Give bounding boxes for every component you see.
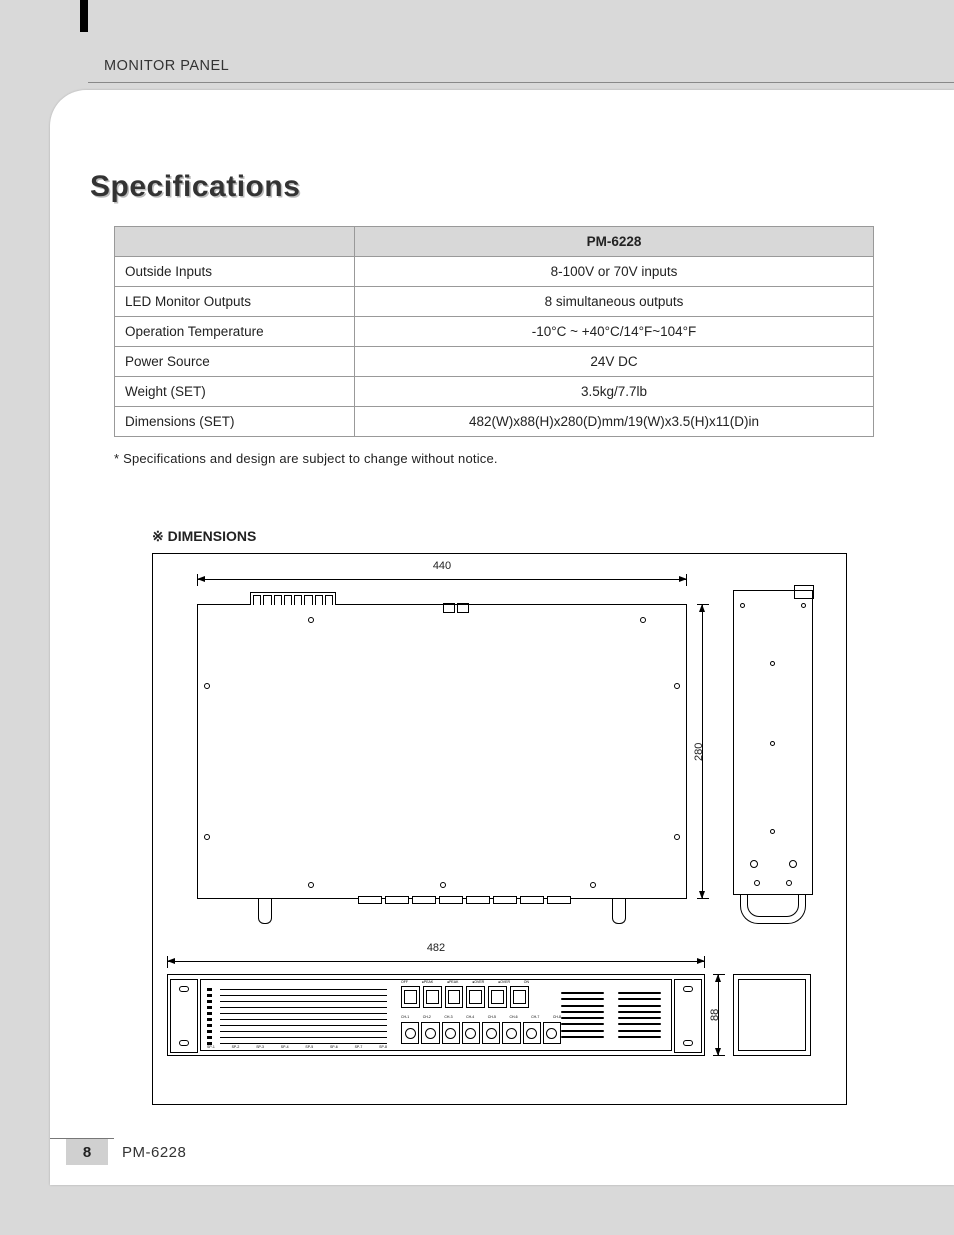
table-row: Operation Temperature -10°C ~ +40°C/14°F… [115, 317, 874, 347]
screw-icon [770, 829, 775, 834]
row-label: Operation Temperature [115, 317, 355, 347]
row-value: 8 simultaneous outputs [355, 287, 874, 317]
side-buttons [734, 860, 812, 868]
table-row: Power Source 24V DC [115, 347, 874, 377]
row-value: 482(W)x88(H)x280(D)mm/19(W)x3.5(H)x11(D)… [355, 407, 874, 437]
front-view: OFF ●PEAK ●PEAK ●OVER ●OVER ON CH-1 [167, 974, 705, 1056]
top-view [197, 604, 687, 899]
table-corner-cell [115, 227, 355, 257]
spec-footnote: * Specifications and design are subject … [114, 451, 924, 466]
page-paper: Specifications PM-6228 Outside Inputs 8-… [50, 90, 954, 1185]
content-area: Specifications PM-6228 Outside Inputs 8-… [90, 170, 924, 1155]
rack-ear-right [674, 979, 702, 1053]
screw-icon [590, 882, 596, 888]
screw-icon [204, 683, 210, 689]
sp-labels: SP-1 SP-2 SP-3 SP-4 SP-5 SP-6 SP-7 SP-8 [207, 1046, 387, 1050]
row-value: 8-100V or 70V inputs [355, 257, 874, 287]
dim-width-front: 482 [167, 956, 705, 968]
table-row: Weight (SET) 3.5kg/7.7lb [115, 377, 874, 407]
screw-icon [674, 683, 680, 689]
table-row: Dimensions (SET) 482(W)x88(H)x280(D)mm/1… [115, 407, 874, 437]
section-header: MONITOR PANEL [104, 58, 229, 74]
screw-icon [740, 603, 745, 608]
bottom-connectors [358, 896, 571, 904]
dims-prefix: ※ [152, 528, 164, 544]
dims-heading-text: DIMENSIONS [168, 528, 257, 544]
page-title: Specifications [90, 170, 924, 204]
screw-icon [801, 603, 806, 608]
row-label: Dimensions (SET) [115, 407, 355, 437]
vent-grille [561, 990, 661, 1040]
side-profile-front [733, 974, 811, 1056]
table-header-row: PM-6228 [115, 227, 874, 257]
row-label: Weight (SET) [115, 377, 355, 407]
dim-width-top-label: 440 [197, 560, 687, 572]
model-header: PM-6228 [355, 227, 874, 257]
row-label: Outside Inputs [115, 257, 355, 287]
screw-icon [308, 882, 314, 888]
dim-width-top: 440 [197, 574, 687, 586]
page-number: 8 [66, 1139, 108, 1165]
screw-icon [640, 617, 646, 623]
row-value: 24V DC [355, 347, 874, 377]
spec-table: PM-6228 Outside Inputs 8-100V or 70V inp… [114, 226, 874, 437]
screw-icon [770, 741, 775, 746]
knob-labels: CH-1 CH-2 CH-3 CH-4 CH-5 CH-6 CH-7 CH-8 [401, 1016, 561, 1020]
dim-depth-label: 280 [693, 604, 705, 899]
screw-icon [308, 617, 314, 623]
table-row: LED Monitor Outputs 8 simultaneous outpu… [115, 287, 874, 317]
dimensions-heading: ※ DIMENSIONS [152, 528, 924, 545]
dim-height: 88 [713, 974, 725, 1056]
top-ports [443, 600, 475, 614]
front-body: OFF ●PEAK ●PEAK ●OVER ●OVER ON CH-1 [200, 979, 672, 1051]
side-view [733, 590, 813, 895]
screw-icon [674, 834, 680, 840]
dimensions-drawing: 440 [152, 553, 847, 1105]
dim-depth: 280 [697, 604, 709, 899]
table-row: Outside Inputs 8-100V or 70V inputs [115, 257, 874, 287]
dim-height-label: 88 [709, 974, 721, 1056]
row-value: 3.5kg/7.7lb [355, 377, 874, 407]
page-footer: 8 PM-6228 [50, 1139, 186, 1165]
front-view-wrap: OFF ●PEAK ●PEAK ●OVER ●OVER ON CH-1 [167, 974, 705, 1056]
rack-ear-left [170, 979, 198, 1053]
row-label: Power Source [115, 347, 355, 377]
foot-icon [258, 898, 272, 924]
header-rule [88, 82, 954, 83]
screw-icon [204, 834, 210, 840]
row-value: -10°C ~ +40°C/14°F~104°F [355, 317, 874, 347]
row-label: LED Monitor Outputs [115, 287, 355, 317]
foot-icon [612, 898, 626, 924]
footer-model: PM-6228 [122, 1144, 186, 1161]
dim-width-front-label: 482 [167, 942, 705, 954]
binding-spine [80, 0, 88, 32]
screw-icon [440, 882, 446, 888]
side-handle [740, 894, 806, 924]
screw-icon [770, 661, 775, 666]
level-meters [401, 986, 529, 1008]
handle-outline [250, 592, 336, 605]
bracket-icon [794, 585, 814, 599]
meter-labels-top: OFF ●PEAK ●PEAK ●OVER ●OVER ON [401, 981, 529, 985]
channel-knobs [401, 1022, 561, 1044]
indicator-rows [207, 986, 387, 1044]
